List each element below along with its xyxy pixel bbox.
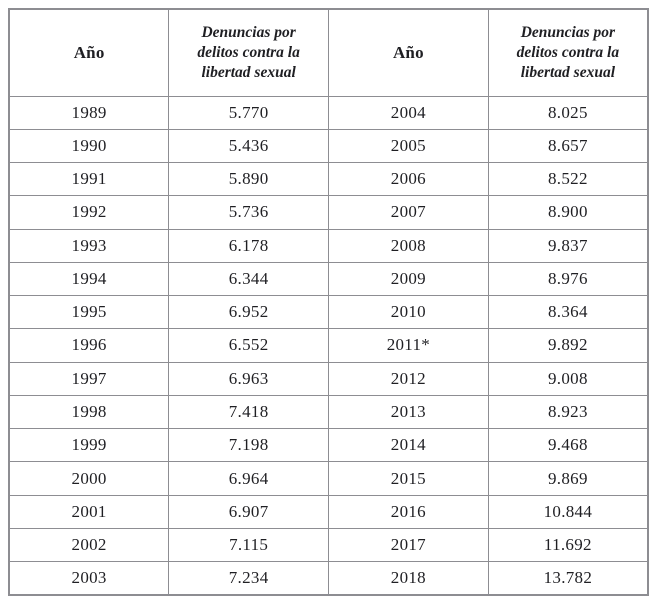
value-column-header-left: Denuncias por delitos contra la libertad… — [168, 8, 329, 97]
table-row: 1994 6.344 2009 8.976 — [8, 261, 649, 297]
value-cell: 11.692 — [487, 527, 649, 563]
value-cell: 8.900 — [487, 195, 649, 230]
value-cell: 6.178 — [168, 228, 329, 263]
value-cell: 8.923 — [487, 394, 649, 430]
year-cell: 2001 — [8, 494, 170, 529]
year-cell: 2013 — [328, 394, 489, 430]
value-cell: 5.436 — [168, 128, 329, 164]
year-cell: 1991 — [8, 162, 170, 197]
value-cell: 6.552 — [168, 328, 329, 363]
year-cell: 1997 — [8, 361, 170, 396]
table-row: 2000 6.964 2015 9.869 — [8, 461, 649, 496]
year-cell: 1994 — [8, 261, 170, 297]
year-cell: 2017 — [328, 527, 489, 563]
year-cell: 2000 — [8, 461, 170, 496]
year-cell: 2010 — [328, 295, 489, 330]
year-cell: 2011* — [328, 328, 489, 363]
table-header: Año Denuncias por delitos contra la libe… — [8, 8, 649, 97]
year-cell: 2016 — [328, 494, 489, 529]
year-cell: 2015 — [328, 461, 489, 496]
year-cell: 1990 — [8, 128, 170, 164]
value-cell: 5.890 — [168, 162, 329, 197]
table-row: 1998 7.418 2013 8.923 — [8, 394, 649, 430]
value-cell: 8.976 — [487, 261, 649, 297]
year-cell: 1989 — [8, 95, 170, 130]
table-row: 1997 6.963 2012 9.008 — [8, 361, 649, 396]
value-cell: 9.468 — [487, 428, 649, 463]
value-cell: 5.770 — [168, 95, 329, 130]
value-cell: 5.736 — [168, 195, 329, 230]
value-cell: 8.364 — [487, 295, 649, 330]
table-row: 2003 7.234 2018 13.782 — [8, 561, 649, 596]
year-cell: 2006 — [328, 162, 489, 197]
year-cell: 2003 — [8, 561, 170, 596]
year-cell: 2012 — [328, 361, 489, 396]
value-cell: 9.837 — [487, 228, 649, 263]
year-cell: 2002 — [8, 527, 170, 563]
year-cell: 1996 — [8, 328, 170, 363]
value-cell: 8.657 — [487, 128, 649, 164]
year-cell: 2009 — [328, 261, 489, 297]
value-cell: 7.198 — [168, 428, 329, 463]
value-column-header-right-label: Denuncias por delitos contra la libertad… — [516, 24, 620, 81]
value-cell: 6.907 — [168, 494, 329, 529]
value-column-header-left-label: Denuncias por delitos contra la libertad… — [197, 24, 300, 81]
table-row: 1992 5.736 2007 8.900 — [8, 195, 649, 230]
header-row: Año Denuncias por delitos contra la libe… — [8, 8, 649, 97]
table-row: 2001 6.907 2016 10.844 — [8, 494, 649, 529]
table-row: 1993 6.178 2008 9.837 — [8, 228, 649, 263]
year-cell: 2007 — [328, 195, 489, 230]
table-row: 1999 7.198 2014 9.468 — [8, 428, 649, 463]
value-cell: 6.952 — [168, 295, 329, 330]
value-cell: 6.963 — [168, 361, 329, 396]
year-cell: 1993 — [8, 228, 170, 263]
value-cell: 7.234 — [168, 561, 329, 596]
year-column-header-right: Año — [328, 8, 489, 97]
year-cell: 1998 — [8, 394, 170, 430]
table-body: 1989 5.770 2004 8.025 1990 5.436 2005 8.657 1991… — [8, 95, 649, 596]
value-cell: 9.008 — [487, 361, 649, 396]
year-cell: 1992 — [8, 195, 170, 230]
year-cell: 2008 — [328, 228, 489, 263]
value-cell: 7.115 — [168, 527, 329, 563]
value-cell: 9.869 — [487, 461, 649, 496]
table-row: 1990 5.436 2005 8.657 — [8, 128, 649, 164]
year-cell: 2004 — [328, 95, 489, 130]
table-row: 1996 6.552 2011* 9.892 — [8, 328, 649, 363]
value-cell: 9.892 — [487, 328, 649, 363]
year-cell: 1995 — [8, 295, 170, 330]
value-cell: 8.522 — [487, 162, 649, 197]
year-cell: 1999 — [8, 428, 170, 463]
value-column-header-right: Denuncias por delitos contra la libertad… — [487, 8, 649, 97]
year-column-header-left: Año — [8, 8, 170, 97]
table-row: 2002 7.115 2017 11.692 — [8, 527, 649, 563]
year-cell: 2014 — [328, 428, 489, 463]
table-row: 1989 5.770 2004 8.025 — [8, 95, 649, 130]
table-row: 1991 5.890 2006 8.522 — [8, 162, 649, 197]
value-cell: 8.025 — [487, 95, 649, 130]
value-cell: 7.418 — [168, 394, 329, 430]
year-cell: 2005 — [328, 128, 489, 164]
table-row: 1995 6.952 2010 8.364 — [8, 295, 649, 330]
denuncias-table: Año Denuncias por delitos contra la libe… — [8, 8, 649, 596]
year-cell: 2018 — [328, 561, 489, 596]
value-cell: 6.344 — [168, 261, 329, 297]
value-cell: 10.844 — [487, 494, 649, 529]
value-cell: 13.782 — [487, 561, 649, 596]
value-cell: 6.964 — [168, 461, 329, 496]
